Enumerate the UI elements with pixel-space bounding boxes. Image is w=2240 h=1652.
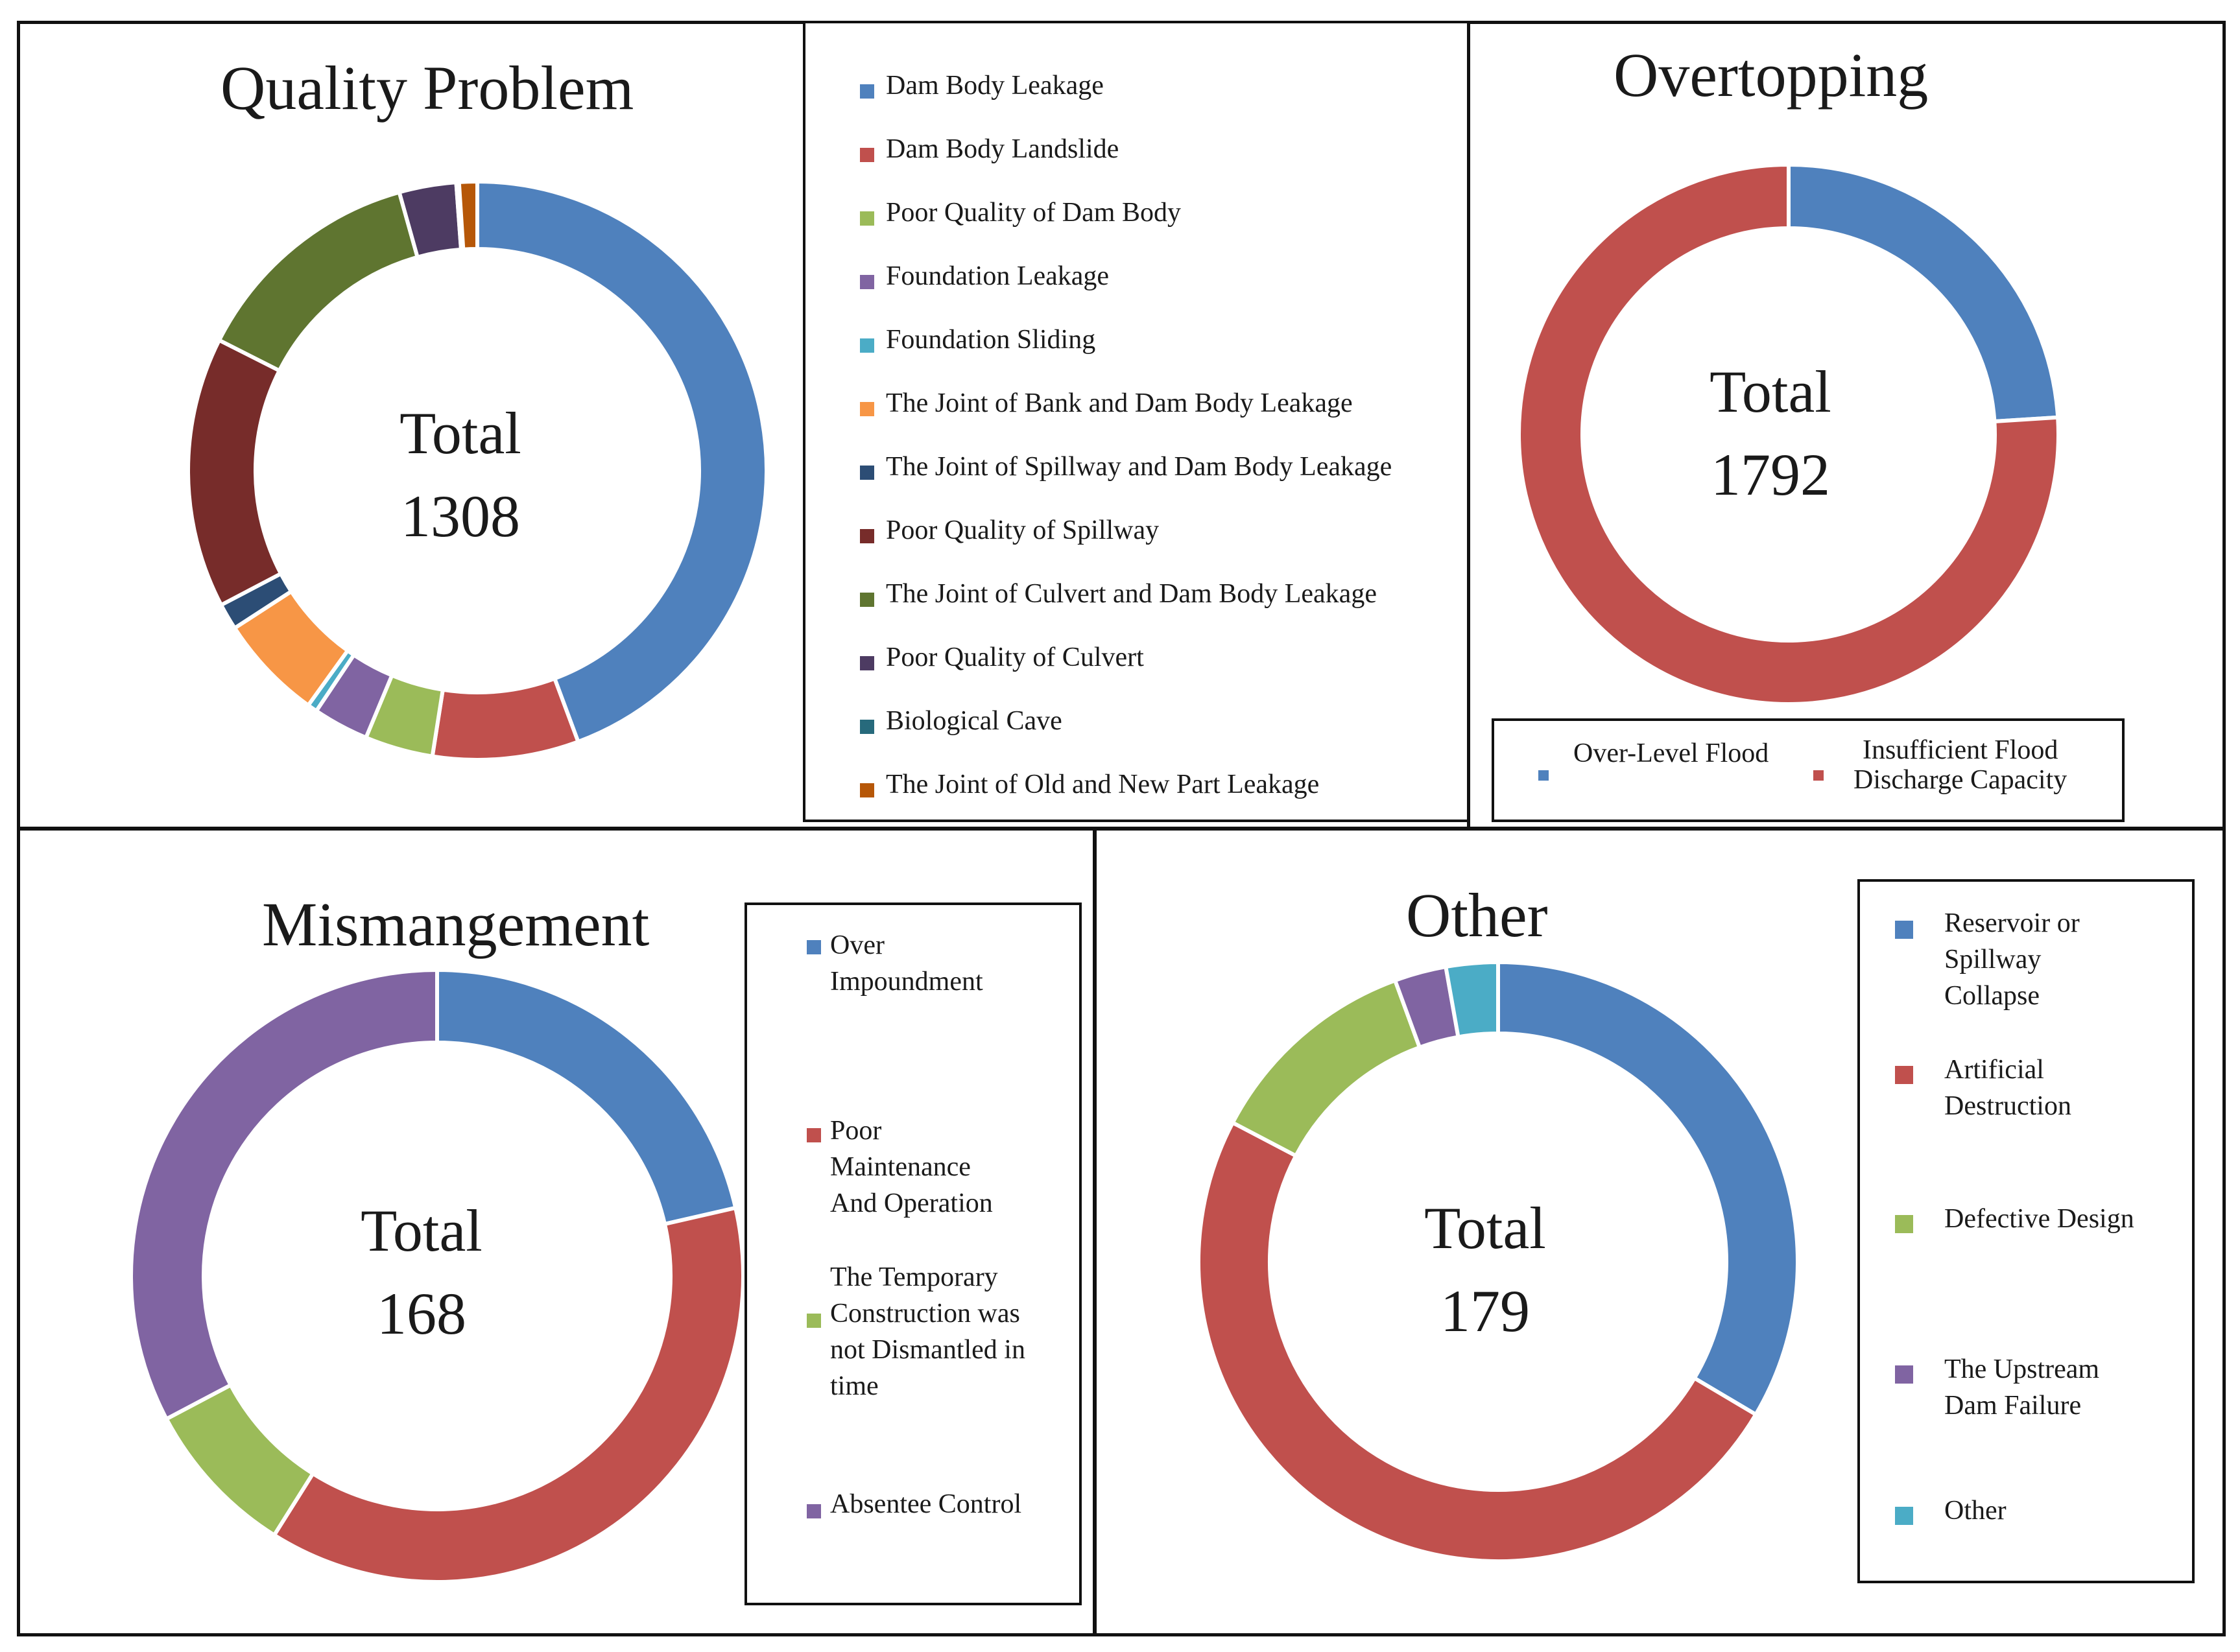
quality-total-label: Total [399,400,521,466]
overtopping-total-value: 1792 [1711,442,1830,508]
overtopping-total: Total 1792 [1673,350,1868,516]
legend-swatch-quality-8 [860,593,874,607]
overtopping-slice-1 [1517,162,2060,706]
legend-label-reservoir-collapse: Reservoir or Spillway Collapse [1944,908,2080,1011]
mismanagement-slice-3 [129,967,439,1422]
legend-label-quality-4: Foundation Sliding [886,325,1096,355]
legend-label-quality-5: The Joint of Bank and Dam Body Leakage [886,388,1353,418]
legend-swatch-quality-7 [860,529,874,543]
other-total: Total 179 [1388,1186,1582,1352]
legend-label-temporary-construction: The Temporary Construction was not Disma… [830,1262,1025,1401]
mismanagement-slice-1 [271,1205,746,1584]
legend-swatch-quality-0 [860,84,874,99]
legend-swatch-defective-design [1895,1215,1913,1233]
legend-swatch-quality-5 [860,402,874,416]
quality-total: Total 1308 [363,392,558,558]
quality-chart-title: Quality Problem [220,53,634,123]
legend-swatch-quality-9 [860,656,874,670]
mismanagement-total-value: 168 [377,1280,466,1347]
mismanagement-total-label: Total [361,1198,483,1264]
legend-swatch-quality-6 [860,466,874,480]
quality-slice-11 [457,179,479,252]
legend-swatch-over-impoundment [807,940,821,954]
legend-swatch-quality-11 [860,783,874,797]
legend-label-quality-3: Foundation Leakage [886,261,1110,291]
legend-label-other: Other [1944,1496,2007,1526]
quality-legend: Dam Body Leakage Dam Body Landslide Poor Q… [803,21,1470,822]
legend-swatch-temporary-construction [807,1314,821,1328]
legend-label-insufficient-flood: Insufficient Flood Discharge Capacity [1853,735,2067,795]
quality-total-value: 1308 [401,483,520,549]
legend-swatch-upstream-dam-failure [1895,1365,1913,1384]
mismanagement-total: Total 168 [324,1189,519,1355]
overtopping-chart-title: Overtopping [1614,40,1929,110]
legend-label-quality-8: The Joint of Culvert and Dam Body Leakag… [886,579,1377,609]
quality-slice-7 [186,337,284,608]
legend-swatch-insufficient-flood [1813,770,1824,781]
legend-label-quality-2: Poor Quality of Dam Body [886,198,1181,228]
quality-slice-8 [216,189,420,373]
other-slice-1 [1197,1120,1759,1564]
legend-swatch-artificial-destruction [1895,1066,1913,1084]
legend-label-defective-design: Defective Design [1944,1204,2134,1234]
other-slice-4 [1443,960,1500,1039]
other-chart-title: Other [1406,880,1548,950]
legend-swatch-quality-4 [860,338,874,353]
mismanagement-chart-title: Mismangement [262,890,650,959]
other-legend: Reservoir or Spillway Collapse Artificia… [1857,879,2195,1583]
legend-swatch-absentee-control [807,1504,821,1518]
overtopping-legend: Over-Level Flood Insufficient Flood Disc… [1492,718,2125,822]
legend-label-upstream-dam-failure: The Upstream Dam Failure [1944,1354,2100,1421]
legend-label-quality-9: Poor Quality of Culvert [886,643,1144,672]
other-total-label: Total [1424,1195,1546,1261]
other-total-value: 179 [1440,1278,1530,1344]
legend-swatch-over-level-flood [1538,770,1549,781]
legend-swatch-quality-1 [860,148,874,162]
overtopping-total-label: Total [1710,359,1831,425]
legend-swatch-quality-3 [860,275,874,289]
legend-swatch-poor-maintenance [807,1128,821,1142]
quality-slice-1 [430,676,581,762]
legend-label-poor-maintenance: Poor Maintenance And Operation [830,1116,993,1218]
legend-swatch-other [1895,1507,1913,1525]
legend-label-artificial-destruction: Artificial Destruction [1944,1055,2071,1121]
legend-label-quality-7: Poor Quality of Spillway [886,515,1160,545]
legend-label-over-impoundment: Over Impoundment [830,930,983,997]
legend-label-quality-11: The Joint of Old and New Part Leakage [886,770,1320,799]
legend-swatch-quality-2 [860,211,874,226]
other-slice-0 [1496,960,1800,1417]
legend-label-quality-6: The Joint of Spillway and Dam Body Leaka… [886,452,1392,482]
legend-label-absentee-control: Absentee Control [830,1489,1022,1519]
other-slice-2 [1230,978,1422,1159]
legend-label-quality-10: Biological Cave [886,706,1062,736]
legend-label-quality-0: Dam Body Leakage [886,71,1104,100]
legend-swatch-quality-10 [860,720,874,734]
mismanagement-slice-0 [435,967,738,1227]
quality-slice-0 [475,179,769,744]
mismanagement-legend: Over Impoundment Poor Maintenance And Op… [745,903,1082,1605]
legend-label-quality-1: Dam Body Landslide [886,134,1119,164]
legend-swatch-reservoir-collapse [1895,921,1913,939]
legend-label-over-level-flood: Over-Level Flood [1573,738,1769,768]
